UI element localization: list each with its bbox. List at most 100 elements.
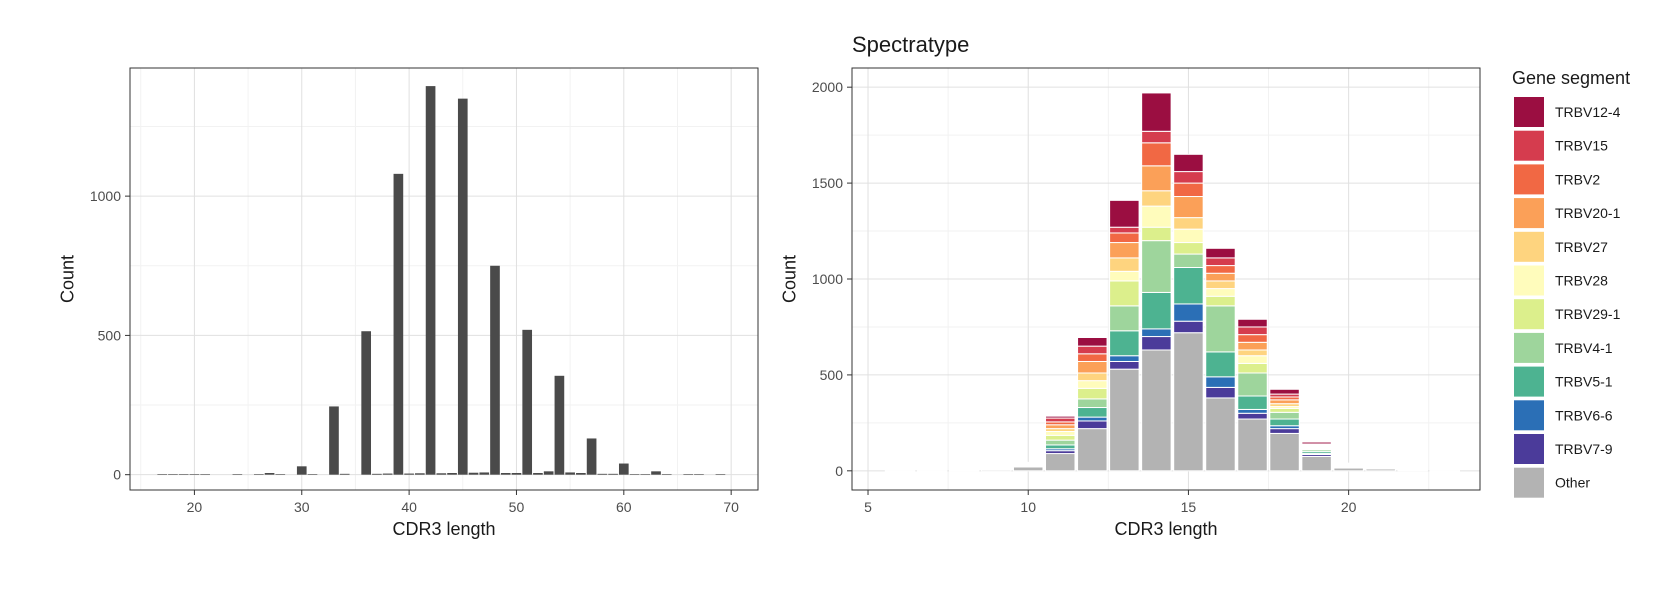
stacked-bar-segment-trbv6-6 [1109, 355, 1140, 362]
stacked-bar-segment-trbv12-4 [1237, 318, 1268, 328]
stacked-bar-segment-trbv29-1 [1141, 226, 1172, 242]
x-tick-label: 10 [1020, 499, 1036, 515]
legend-swatch [1514, 198, 1544, 229]
stacked-bar-segment-other [1109, 368, 1140, 472]
stacked-bar-segment-other [1205, 397, 1236, 472]
histogram-bar [694, 474, 704, 476]
stacked-bar-segment-trbv29-1 [1205, 295, 1236, 307]
stacked-bar-segment-trbv6-6 [1141, 328, 1172, 338]
stacked-bar-segment-trbv4-1 [1141, 240, 1172, 293]
histogram-bar [425, 86, 436, 475]
legend-label: TRBV27 [1555, 239, 1608, 255]
histogram-bar [468, 472, 479, 475]
stacked-bar-segment-trbv2 [1237, 334, 1268, 343]
stacked-bar-segment-trbv12-4 [1012, 461, 1044, 464]
stacked-bar-segment-trbv20-1 [1109, 242, 1140, 259]
legend-swatch [1514, 97, 1544, 127]
histogram-bar [372, 473, 382, 475]
stacked-bar-segment-other [1269, 432, 1300, 472]
stacked-bar-segment-trbv28 [1173, 228, 1204, 244]
legend-label: TRBV28 [1555, 273, 1608, 289]
y-tick-label: 500 [820, 367, 844, 383]
stacked-bar-segment-trbv5-1 [1205, 351, 1236, 378]
stacked-bar-segment-trbv12-4 [1365, 464, 1396, 467]
histogram-bar [264, 473, 275, 475]
stacked-bar-segment-other [1237, 418, 1268, 472]
stacked-bar-segment-trbv5-1 [1077, 407, 1108, 418]
stacked-bar-segment-trbv4-1 [1045, 439, 1076, 446]
stacked-bar-segment-trbv28 [1141, 205, 1172, 228]
y-tick-label: 0 [835, 463, 843, 479]
histogram-bar [189, 474, 200, 475]
stacked-bar-segment-trbv2 [1173, 182, 1204, 198]
legend-label: TRBV6-6 [1555, 407, 1613, 423]
legend-swatch [1514, 231, 1544, 262]
count-histogram: 20 30 40 50 60 70 0 500 1000 CDR3 length Count [57, 67, 759, 539]
histogram-bar [253, 474, 264, 476]
legend-swatch [1514, 434, 1544, 464]
stacked-bar-segment-trbv12-4 [1205, 247, 1236, 259]
histogram-bar [393, 173, 404, 475]
left-plot-frame [129, 67, 759, 491]
stacked-bar-segment-other [948, 469, 980, 472]
histogram-bar [554, 375, 565, 475]
x-tick-label: 30 [294, 499, 310, 515]
stacked-bar-segment-trbv5-1 [1109, 330, 1140, 357]
stacked-bar-segment-other [1045, 453, 1076, 472]
histogram-bar [661, 474, 672, 476]
histogram-bar [479, 472, 490, 475]
stacked-bar-segment-trbv28 [1045, 430, 1076, 436]
x-tick-label: 20 [1341, 499, 1357, 515]
legend-swatch [1514, 400, 1544, 431]
x-tick-label: 50 [509, 499, 525, 515]
histogram-bar [157, 474, 168, 475]
stacked-bar-segment-trbv7-9 [1077, 420, 1108, 430]
histogram-bar [490, 265, 500, 475]
legend-label: Other [1555, 475, 1590, 491]
stacked-bar-segment-trbv27 [1205, 280, 1236, 290]
y-tick-label: 0 [113, 467, 121, 483]
stacked-bar-segment-other [1077, 428, 1108, 472]
legend-swatch [1514, 332, 1544, 363]
stacked-bar-segment-other [916, 470, 948, 472]
stacked-bar-segment-trbv2 [1109, 232, 1140, 244]
stacked-bar-segment-trbv4-1 [1205, 305, 1236, 353]
x-tick-label: 40 [401, 499, 417, 515]
stacked-bar-segment-trbv6-6 [1077, 416, 1108, 422]
stacked-bar-segment-trbv15 [1077, 345, 1108, 355]
stacked-bar-segment-other [1301, 455, 1332, 472]
histogram-bar [447, 473, 457, 475]
stacked-bar-segment-trbv5-1 [1141, 291, 1172, 330]
histogram-bar [404, 473, 414, 475]
stacked-bar-segment-trbv7-9 [1205, 386, 1236, 399]
stacked-bar-segment-trbv12-4 [1077, 337, 1108, 347]
histogram-bar [436, 473, 447, 475]
histogram-bar [329, 406, 339, 475]
legend-swatch [1514, 164, 1544, 195]
legend-label: TRBV2 [1555, 171, 1600, 187]
stacked-bar-segment-trbv5-1 [1045, 444, 1076, 450]
right-ticks: 5 10 15 20 0 500 1000 1500 2000 [812, 79, 1357, 515]
y-tick-label: 2000 [812, 79, 843, 95]
stacked-bar-segment-trbv20-1 [1205, 272, 1236, 282]
y-tick-label: 1000 [812, 271, 843, 287]
legend-label: TRBV29-1 [1555, 306, 1621, 322]
stacked-bar-segment-trbv15 [1173, 171, 1204, 184]
right-x-axis-title: CDR3 length [1114, 519, 1217, 539]
legend-items: TRBV12-4 TRBV15 TRBV2 TRBV20-1 TRBV27 TRBV28 T… [1514, 97, 1621, 498]
histogram-bar [296, 466, 307, 475]
stacked-bar-segment-other [1012, 466, 1044, 472]
legend-label: TRBV7-9 [1555, 441, 1613, 457]
y-tick-label: 500 [98, 327, 122, 343]
x-tick-label: 70 [723, 499, 739, 515]
stacked-bar-segment-trbv29-1 [1045, 434, 1076, 441]
right-stacked-bars [884, 92, 1460, 472]
left-x-axis-title: CDR3 length [392, 519, 495, 539]
stacked-bar-segment-trbv29-1 [1173, 242, 1204, 255]
histogram-bar [361, 331, 372, 475]
stacked-bar-segment-trbv6-6 [1237, 408, 1268, 414]
stacked-bar-segment-trbv29-1 [1077, 387, 1108, 400]
stacked-bar-segment-other [884, 470, 916, 472]
stacked-bar-segment-trbv7-9 [1237, 412, 1268, 420]
stacked-bar-segment-trbv12-4 [1173, 153, 1204, 173]
